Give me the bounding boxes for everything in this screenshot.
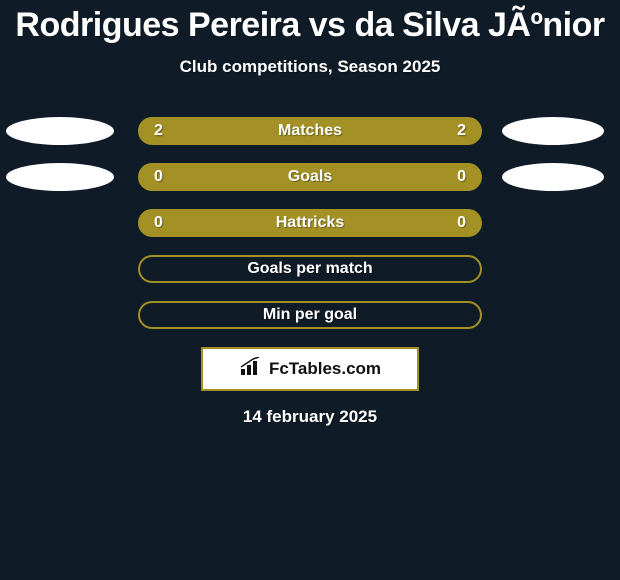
stat-label: Goals bbox=[288, 168, 332, 186]
page-title: Rodrigues Pereira vs da Silva JÃºnior bbox=[0, 0, 620, 45]
stat-value-left: 2 bbox=[154, 122, 163, 140]
stat-value-right: 2 bbox=[457, 122, 466, 140]
stat-row: 0 Hattricks 0 bbox=[0, 209, 620, 237]
stat-bar: 0 Goals 0 bbox=[138, 163, 482, 191]
stat-bar: 2 Matches 2 bbox=[138, 117, 482, 145]
brand-box: FcTables.com bbox=[201, 347, 419, 391]
stat-bar: Min per goal bbox=[138, 301, 482, 329]
player-left-marker bbox=[6, 117, 114, 145]
stat-row: 0 Goals 0 bbox=[0, 163, 620, 191]
date-text: 14 february 2025 bbox=[0, 407, 620, 427]
stat-label: Matches bbox=[278, 122, 342, 140]
stat-value-right: 0 bbox=[457, 214, 466, 232]
stat-row: Min per goal bbox=[0, 301, 620, 329]
stat-rows: 2 Matches 2 0 Goals 0 0 Hattricks 0 bbox=[0, 117, 620, 329]
page-subtitle: Club competitions, Season 2025 bbox=[0, 57, 620, 77]
stat-label: Hattricks bbox=[276, 214, 344, 232]
player-left-marker bbox=[6, 163, 114, 191]
bar-chart-icon bbox=[239, 357, 263, 382]
stat-bar: 0 Hattricks 0 bbox=[138, 209, 482, 237]
stat-value-right: 0 bbox=[457, 168, 466, 186]
comparison-infographic: Rodrigues Pereira vs da Silva JÃºnior Cl… bbox=[0, 0, 620, 580]
stat-label: Goals per match bbox=[247, 260, 372, 278]
stat-label: Min per goal bbox=[263, 306, 357, 324]
player-right-marker bbox=[502, 117, 604, 145]
stat-value-left: 0 bbox=[154, 214, 163, 232]
stat-bar: Goals per match bbox=[138, 255, 482, 283]
stat-row: Goals per match bbox=[0, 255, 620, 283]
player-right-marker bbox=[502, 163, 604, 191]
stat-value-left: 0 bbox=[154, 168, 163, 186]
stat-row: 2 Matches 2 bbox=[0, 117, 620, 145]
brand-text: FcTables.com bbox=[269, 359, 381, 379]
